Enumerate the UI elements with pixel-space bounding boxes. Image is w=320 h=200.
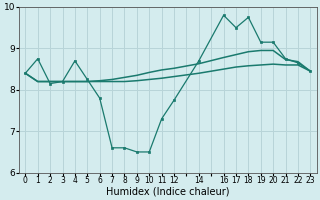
- X-axis label: Humidex (Indice chaleur): Humidex (Indice chaleur): [106, 187, 229, 197]
